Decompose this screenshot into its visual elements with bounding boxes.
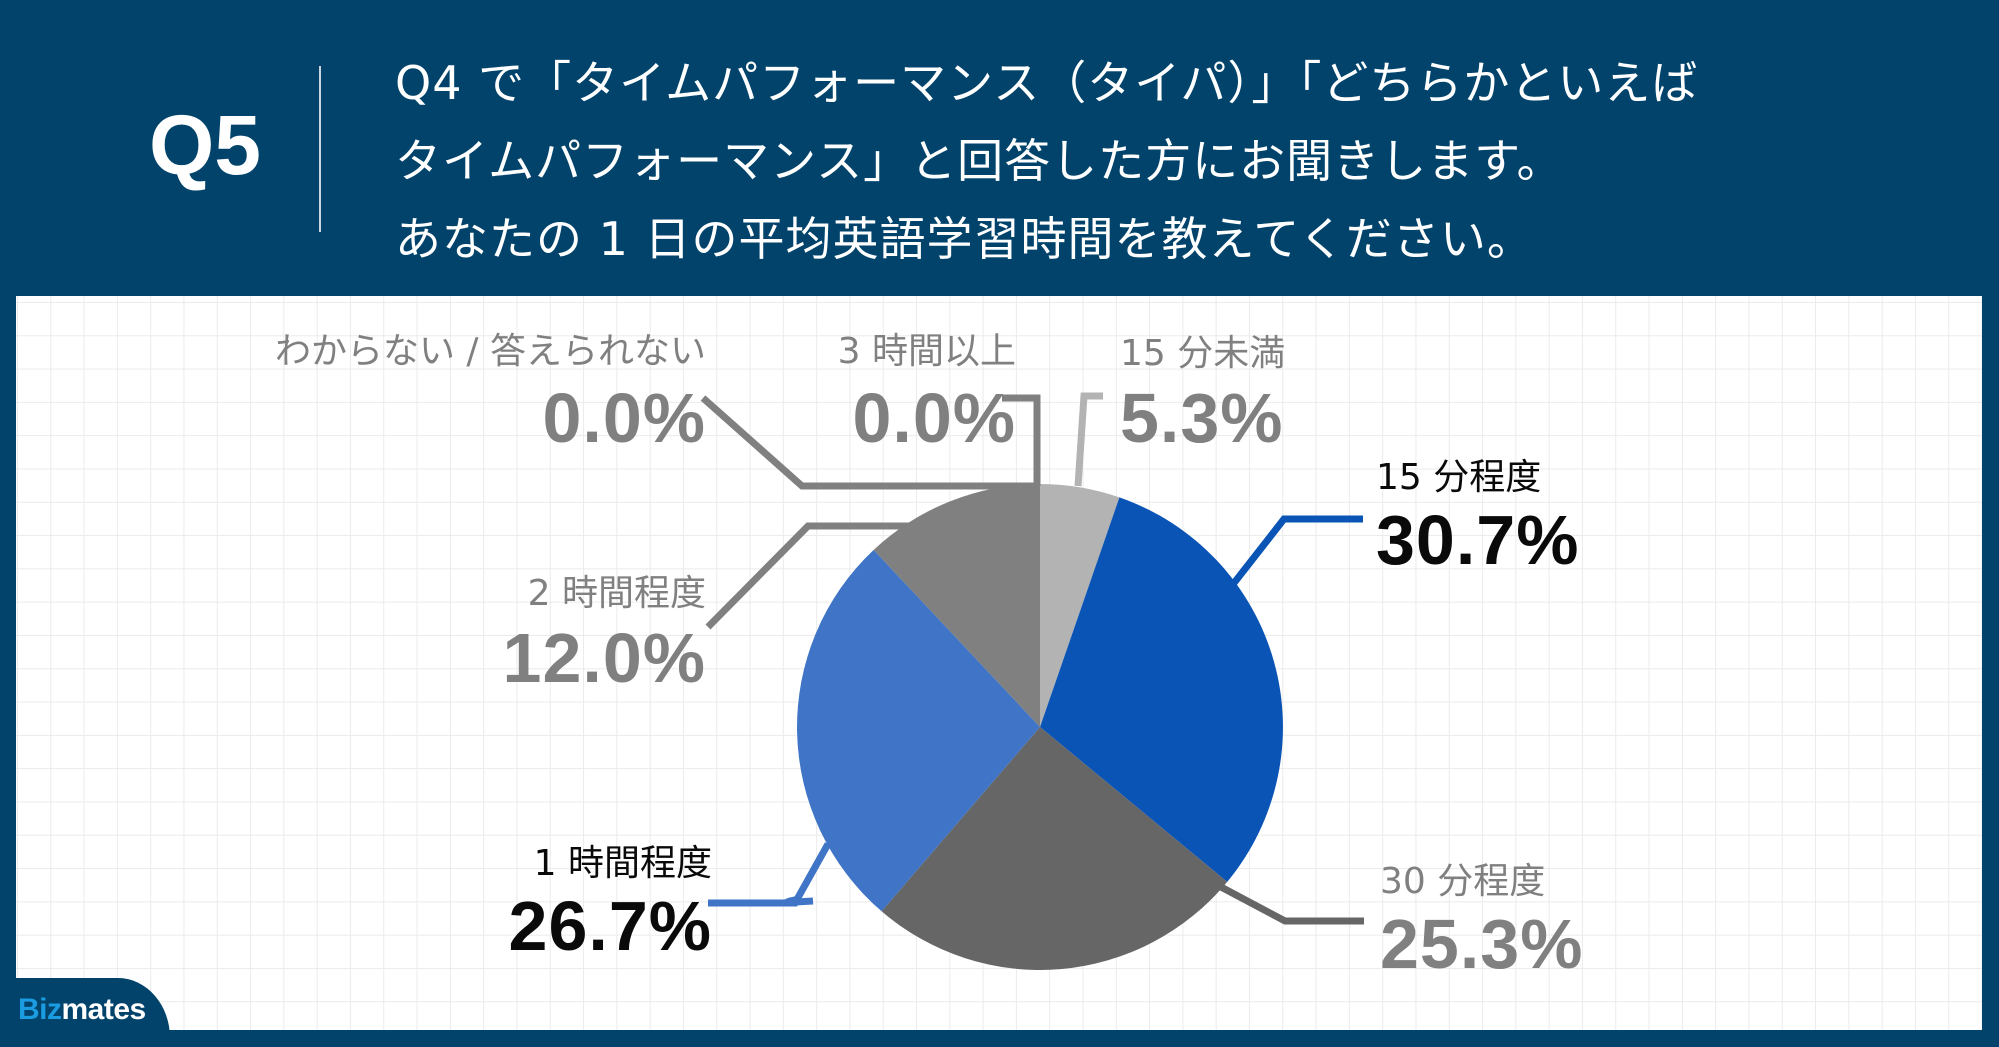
question-line-2: タイムパフォーマンス」と回答した方にお聞きします。 <box>395 134 1564 188</box>
label-about15: 15 分程度 30.7% <box>1376 456 1579 578</box>
label-unknown: わからない / 答えられない 0.0% <box>275 330 706 456</box>
logo-biz: Biz <box>18 993 62 1026</box>
slice-under15 <box>1040 484 1120 727</box>
question-line-3: あなたの 1 日の平均英語学習時間を教えてください。 <box>395 212 1534 266</box>
label-under15-category: 15 分未満 <box>1120 333 1286 374</box>
header-divider <box>319 66 321 232</box>
leader-about15 <box>1231 515 1363 586</box>
label-unknown-category: わからない / 答えられない <box>274 331 706 372</box>
label-about2h-category: 2 時間程度 <box>527 573 706 614</box>
label-about2h: 2 時間程度 12.0% <box>503 572 706 696</box>
question-text: Q4 で「タイムパフォーマンス（タイパ）」「どちらかといえば タイムパフォーマン… <box>395 44 1845 278</box>
pie-chart <box>700 392 1364 970</box>
slice-about30 <box>881 727 1228 970</box>
leader-about1h-diag <box>708 842 832 907</box>
leader-unknown <box>700 395 1037 490</box>
label-about15-category: 15 分程度 <box>1376 457 1542 498</box>
label-about2h-percent: 12.0% <box>502 619 706 697</box>
label-over3h-percent: 0.0% <box>852 379 1016 457</box>
leader-under15 <box>1074 392 1103 487</box>
question-number: Q5 <box>148 98 262 192</box>
brand-tab <box>0 978 170 1047</box>
slice-about15 <box>1040 497 1283 882</box>
label-about1h-category: 1 時間程度 <box>533 843 712 884</box>
label-under15-percent: 5.3% <box>1120 379 1284 457</box>
label-about30-category: 30 分程度 <box>1380 861 1546 902</box>
label-under15: 15 分未満 5.3% <box>1120 332 1285 456</box>
chart-panel: わからない / 答えられない 0.0% 3 時間以上 0.0% 15 分未満 5… <box>16 296 1982 1030</box>
question-header: Q5 Q4 で「タイムパフォーマンス（タイパ）」「どちらかといえば タイムパフォ… <box>0 0 1999 296</box>
leader-over3h <box>1002 394 1041 486</box>
question-line-1: Q4 で「タイムパフォーマンス（タイパ）」「どちらかといえば <box>395 56 1699 110</box>
label-unknown-percent: 0.0% <box>542 379 706 457</box>
bizmates-logo: Bizmates <box>18 990 146 1030</box>
leader-about30 <box>1219 883 1364 925</box>
label-over3h-category: 3 時間以上 <box>837 331 1016 372</box>
slice-about1h <box>797 549 1040 912</box>
leader-2h <box>705 522 920 630</box>
logo-mates: mates <box>61 993 147 1026</box>
label-about15-percent: 30.7% <box>1376 501 1580 579</box>
label-about30-percent: 25.3% <box>1380 905 1584 983</box>
label-about1h: 1 時間程度 26.7% <box>509 842 712 964</box>
label-about1h-percent: 26.7% <box>508 887 712 965</box>
label-about30: 30 分程度 25.3% <box>1380 860 1583 982</box>
slice-about2h <box>873 484 1040 727</box>
label-over3h: 3 時間以上 0.0% <box>838 330 1016 456</box>
